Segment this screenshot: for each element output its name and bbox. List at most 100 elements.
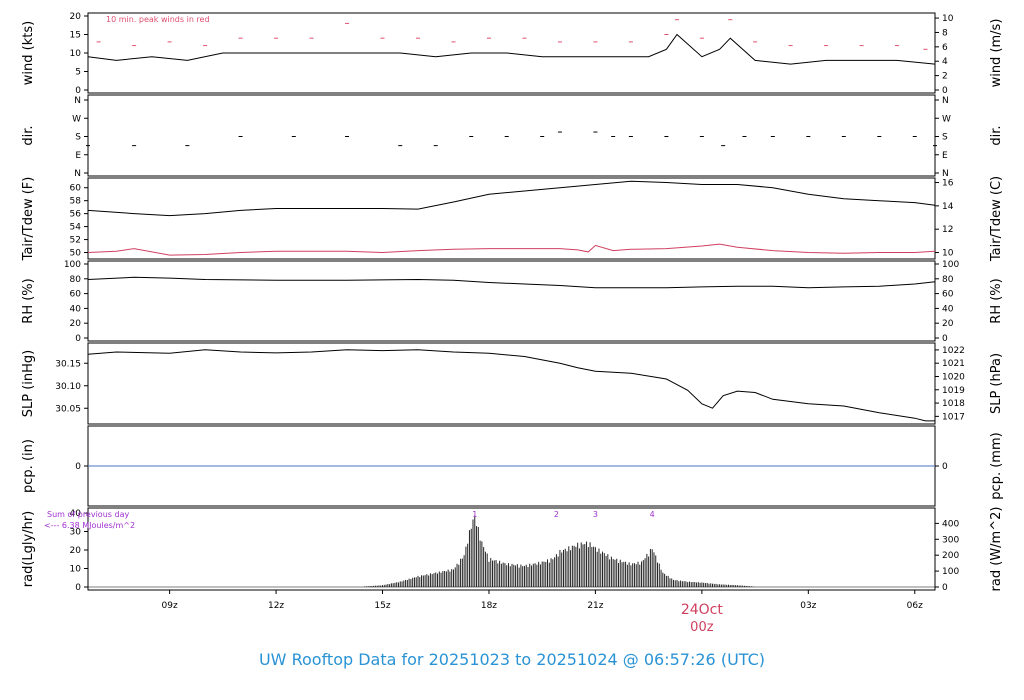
chart-title: UW Rooftop Data for 20251023 to 20251024… <box>259 650 765 669</box>
left-tick-label-rh: 60 <box>70 290 82 300</box>
right-tick-label-wind: 8 <box>942 28 948 38</box>
panels-layer: wind (kts) wind (m/s) dir. dir. Tair/Tdew (F… <box>21 12 1004 593</box>
right-tick-label-slp: 1017 <box>942 412 965 422</box>
left-tick-label-slp: 30.10 <box>55 382 81 392</box>
slp-line <box>87 349 935 422</box>
panel-right-label-wind: wind (m/s) <box>989 19 1004 88</box>
right-tick-label-wind: 0 <box>942 86 948 96</box>
panel-frame-dir <box>87 94 936 177</box>
panel-frame-slp <box>87 342 936 425</box>
right-tick-label-dir: N <box>942 169 949 179</box>
time-tick-label: 09z <box>162 601 178 611</box>
left-tick-label-rad: 0 <box>75 583 81 593</box>
left-tick-label-rad: 30 <box>70 528 82 538</box>
wind-speed-line <box>87 33 936 65</box>
right-tick-label-rh: 40 <box>942 304 954 314</box>
time-tick-label: 21z <box>587 601 603 611</box>
time-tick-label: 15z <box>374 601 390 611</box>
left-tick-label-dir: E <box>75 151 81 161</box>
panel-left-label-rad: rad(Lgly/hr) <box>21 511 36 587</box>
left-tick-label-temp: 54 <box>70 223 82 233</box>
right-tick-label-pcp: 0 <box>942 462 948 472</box>
panel-right-label-rh: RH (%) <box>989 278 1004 323</box>
right-tick-label-slp: 1021 <box>942 359 965 369</box>
rad-annot-line2: <--- 6.38 MJoules/m^2 <box>44 521 135 530</box>
date-label: 24Oct <box>681 602 724 618</box>
tair-line <box>87 180 936 217</box>
panel-left-label-temp: Tair/Tdew (F) <box>21 177 36 262</box>
rad-marker-3: 3 <box>593 510 598 519</box>
right-tick-label-rh: 100 <box>942 260 959 270</box>
left-tick-label-rad: 20 <box>70 546 82 556</box>
right-tick-label-temp: 16 <box>942 179 954 189</box>
time-tick-label: 18z <box>481 601 497 611</box>
left-tick-label-dir: N <box>74 96 81 106</box>
right-tick-label-rh: 60 <box>942 290 954 300</box>
left-tick-label-slp: 30.05 <box>55 404 81 414</box>
data-layer: 10 min. peak winds in red Sum of previous… <box>44 15 937 588</box>
left-tick-label-wind: 10 <box>70 49 82 59</box>
left-tick-label-dir: S <box>75 133 81 143</box>
right-tick-label-rh: 20 <box>942 319 954 329</box>
tdew-line <box>87 243 936 256</box>
right-tick-label-slp: 1020 <box>942 372 965 382</box>
right-tick-label-wind: 2 <box>942 72 948 82</box>
left-tick-label-pcp: 0 <box>75 462 81 472</box>
rad-marker-2: 2 <box>554 510 559 519</box>
rad-marker-4: 4 <box>650 510 655 519</box>
panel-right-label-rad: rad (W/m^2) <box>989 507 1004 592</box>
right-tick-label-temp: 10 <box>942 249 954 259</box>
right-tick-label-slp: 1019 <box>942 386 965 396</box>
right-tick-label-dir: W <box>942 114 951 124</box>
left-tick-label-wind: 15 <box>70 31 81 41</box>
left-tick-label-rh: 40 <box>70 304 82 314</box>
right-tick-label-rh: 80 <box>942 275 954 285</box>
right-tick-label-rad: 200 <box>942 551 959 561</box>
right-tick-label-temp: 12 <box>942 225 953 235</box>
left-tick-label-wind: 20 <box>70 12 82 22</box>
left-tick-label-rad: 40 <box>70 509 82 519</box>
right-tick-label-slp: 1022 <box>942 346 965 356</box>
rh-line <box>87 276 936 289</box>
left-tick-label-wind: 0 <box>75 86 81 96</box>
right-tick-label-wind: 10 <box>942 14 954 24</box>
right-tick-label-dir: S <box>942 133 948 143</box>
left-tick-label-temp: 56 <box>70 210 82 220</box>
right-tick-label-wind: 6 <box>942 43 948 53</box>
right-tick-label-dir: E <box>942 151 948 161</box>
panel-frame-rh <box>87 260 936 342</box>
left-tick-label-rh: 80 <box>70 275 82 285</box>
left-tick-label-temp: 50 <box>70 249 82 259</box>
wind-peak-note: 10 min. peak winds in red <box>106 15 210 24</box>
panel-frame-rad <box>87 507 936 591</box>
right-tick-label-rad: 300 <box>942 535 959 545</box>
right-tick-label-temp: 14 <box>942 202 954 212</box>
panel-left-label-slp: SLP (inHg) <box>21 350 36 418</box>
time-tick-label: 03z <box>800 601 816 611</box>
right-tick-label-rh: 0 <box>942 334 948 344</box>
left-tick-label-temp: 52 <box>70 236 81 246</box>
rad-annot-line1: Sum of previous day <box>47 510 129 519</box>
left-tick-label-dir: N <box>74 169 81 179</box>
panel-frame-temp <box>87 177 936 260</box>
left-tick-label-temp: 60 <box>70 184 82 194</box>
time-tick-label: 06z <box>907 601 923 611</box>
panel-left-label-dir: dir. <box>21 125 36 145</box>
time-tick-label: 12z <box>268 601 284 611</box>
rad-marker-1: 1 <box>472 510 477 519</box>
panel-left-label-rh: RH (%) <box>21 278 36 323</box>
panel-right-label-dir: dir. <box>989 125 1004 145</box>
left-tick-label-rh: 20 <box>70 319 82 329</box>
right-tick-label-slp: 1018 <box>942 399 965 409</box>
left-tick-label-slp: 30.15 <box>55 359 81 369</box>
panel-left-label-wind: wind (kts) <box>21 21 36 85</box>
panel-left-label-pcp: pcp. (in) <box>21 439 36 493</box>
date-sub-label: 00z <box>690 620 714 635</box>
right-tick-label-rad: 400 <box>942 519 959 529</box>
panel-right-label-slp: SLP (hPa) <box>989 353 1004 414</box>
right-tick-label-wind: 4 <box>942 57 948 67</box>
panel-right-label-pcp: pcp. (mm) <box>989 432 1004 499</box>
right-tick-label-rad: 0 <box>942 583 948 593</box>
left-tick-label-dir: W <box>72 114 81 124</box>
